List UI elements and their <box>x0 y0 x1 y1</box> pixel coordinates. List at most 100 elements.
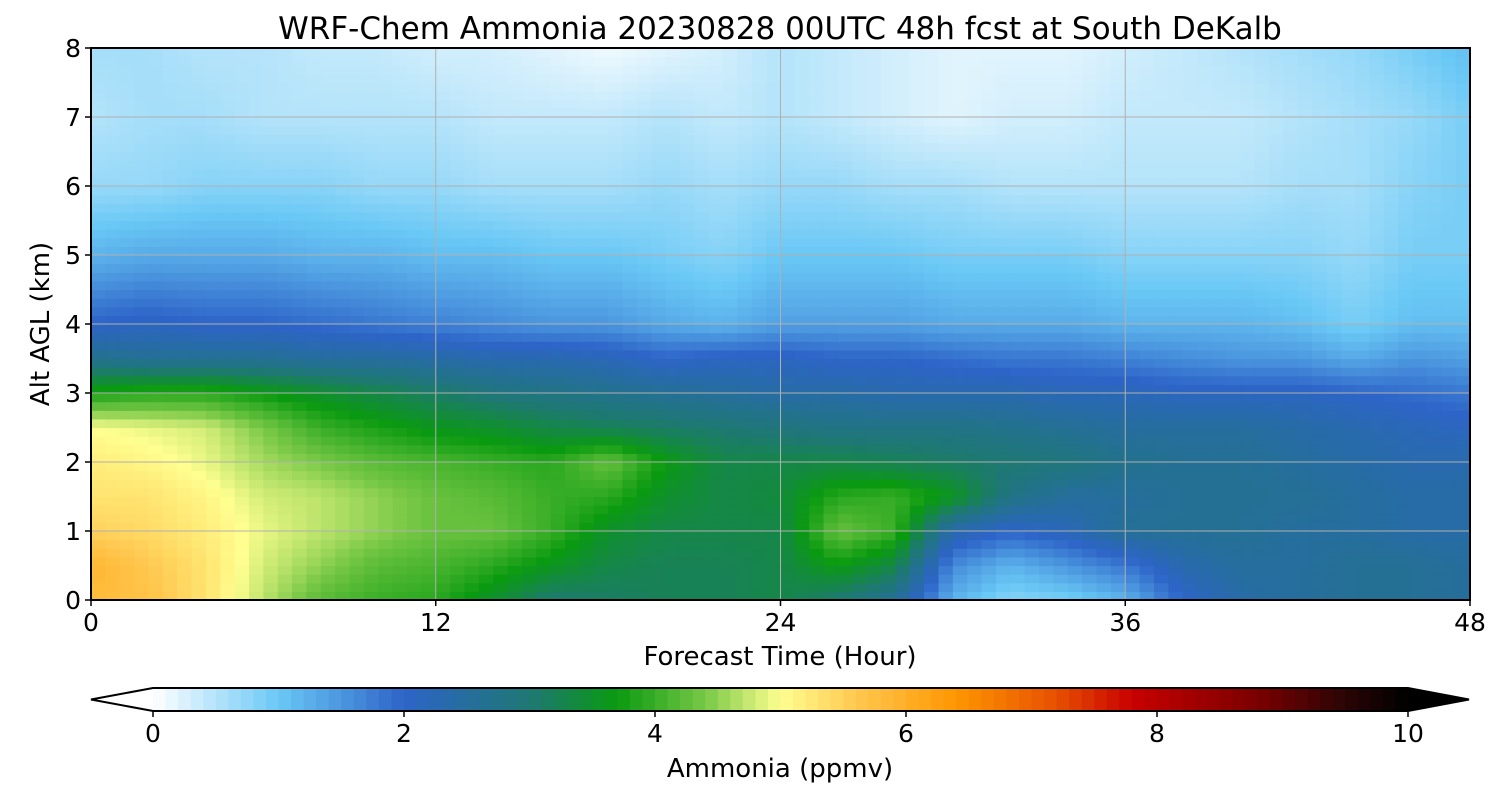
heatmap-cell <box>249 324 264 334</box>
heatmap-cell <box>737 462 753 472</box>
heatmap-cell <box>723 160 739 170</box>
heatmap-cell <box>435 324 451 334</box>
heatmap-cell <box>507 375 523 385</box>
heatmap-cell <box>550 255 566 265</box>
heatmap-cell <box>737 444 753 454</box>
heatmap-cell <box>421 462 437 472</box>
heatmap-cell <box>622 487 638 498</box>
heatmap-cell <box>205 505 221 515</box>
heatmap-cell <box>1053 427 1069 437</box>
heatmap-cell <box>320 522 336 532</box>
heatmap-cell <box>608 82 624 92</box>
heatmap-cell <box>909 315 925 325</box>
heatmap-cell <box>1024 393 1040 403</box>
heatmap-cell <box>651 444 667 454</box>
heatmap-cell <box>737 418 753 429</box>
heatmap-cell <box>694 401 710 411</box>
heatmap-cell <box>608 298 624 308</box>
heatmap-cell <box>1039 367 1055 377</box>
heatmap-cell <box>220 306 236 316</box>
heatmap-cell <box>579 556 595 567</box>
heatmap-cell <box>665 462 681 472</box>
heatmap-cell <box>823 160 839 170</box>
heatmap-cell <box>105 401 121 411</box>
heatmap-cell <box>363 160 379 170</box>
heatmap-cell <box>995 108 1011 118</box>
heatmap-cell <box>1067 565 1083 575</box>
heatmap-cell <box>550 505 566 515</box>
heatmap-cell <box>407 556 422 567</box>
heatmap-cell <box>421 160 437 170</box>
heatmap-cell <box>694 65 710 75</box>
heatmap-cell <box>1082 82 1098 92</box>
heatmap-cell <box>536 177 552 187</box>
heatmap-cell <box>306 444 322 454</box>
heatmap-cell <box>723 125 739 135</box>
heatmap-cell <box>708 410 724 420</box>
heatmap-cell <box>378 142 394 153</box>
heatmap-cell <box>723 479 739 489</box>
heatmap-cell <box>1010 367 1026 377</box>
heatmap-cell <box>1082 410 1098 420</box>
heatmap-cell <box>292 186 308 196</box>
heatmap-cell <box>478 255 494 265</box>
heatmap-cell <box>1197 211 1213 222</box>
heatmap-cell <box>909 151 925 161</box>
heatmap-cell <box>1139 298 1155 308</box>
heatmap-cell <box>277 556 293 567</box>
heatmap-cell <box>780 496 796 506</box>
heatmap-cell <box>478 410 494 420</box>
heatmap-cell <box>679 470 695 480</box>
heatmap-cell <box>191 487 207 498</box>
heatmap-cell <box>378 332 394 342</box>
heatmap-cell <box>177 324 193 334</box>
heatmap-cell <box>636 263 652 273</box>
heatmap-cell <box>651 65 667 75</box>
heatmap-cell <box>1139 151 1155 161</box>
heatmap-cell <box>450 479 466 489</box>
heatmap-cell <box>823 142 839 153</box>
heatmap-cell <box>1024 470 1040 480</box>
heatmap-cell <box>119 246 135 256</box>
heatmap-cell <box>220 142 236 153</box>
heatmap-cell <box>478 315 494 325</box>
heatmap-cell <box>924 375 940 385</box>
heatmap-cell <box>507 211 523 222</box>
heatmap-cell <box>1182 220 1198 230</box>
heatmap-cell <box>292 436 308 446</box>
heatmap-cell <box>837 513 853 523</box>
heatmap-cell <box>320 220 336 230</box>
heatmap-cell <box>162 82 178 92</box>
heatmap-cell <box>148 255 164 265</box>
heatmap-cell <box>464 574 480 584</box>
heatmap-cell <box>105 341 121 351</box>
heatmap-cell <box>794 487 810 498</box>
heatmap-cell <box>478 513 494 523</box>
heatmap-cell <box>105 237 121 247</box>
heatmap-cell <box>392 125 408 135</box>
heatmap-cell <box>392 203 408 213</box>
heatmap-cell <box>1039 479 1055 489</box>
heatmap-cell <box>1024 427 1040 437</box>
heatmap-cell <box>967 108 983 118</box>
heatmap-cell <box>1010 470 1026 480</box>
heatmap-cell <box>249 65 264 75</box>
heatmap-cell <box>292 332 308 342</box>
heatmap-cell <box>205 315 221 325</box>
heatmap-cell <box>349 582 365 592</box>
heatmap-cell <box>995 384 1011 394</box>
heatmap-cell <box>1125 410 1141 420</box>
heatmap-cell <box>1096 272 1112 282</box>
heatmap-cell <box>967 556 983 567</box>
heatmap-cell <box>450 487 466 498</box>
heatmap-cell <box>105 289 121 299</box>
heatmap-cell <box>148 56 164 66</box>
heatmap-cell <box>593 582 609 592</box>
heatmap-cell <box>1024 177 1040 187</box>
heatmap-cell <box>665 436 681 446</box>
heatmap-cell <box>91 203 106 213</box>
heatmap-cell <box>967 470 983 480</box>
heatmap-cell <box>134 341 150 351</box>
heatmap-cell <box>392 272 408 282</box>
heatmap-cell <box>363 462 379 472</box>
